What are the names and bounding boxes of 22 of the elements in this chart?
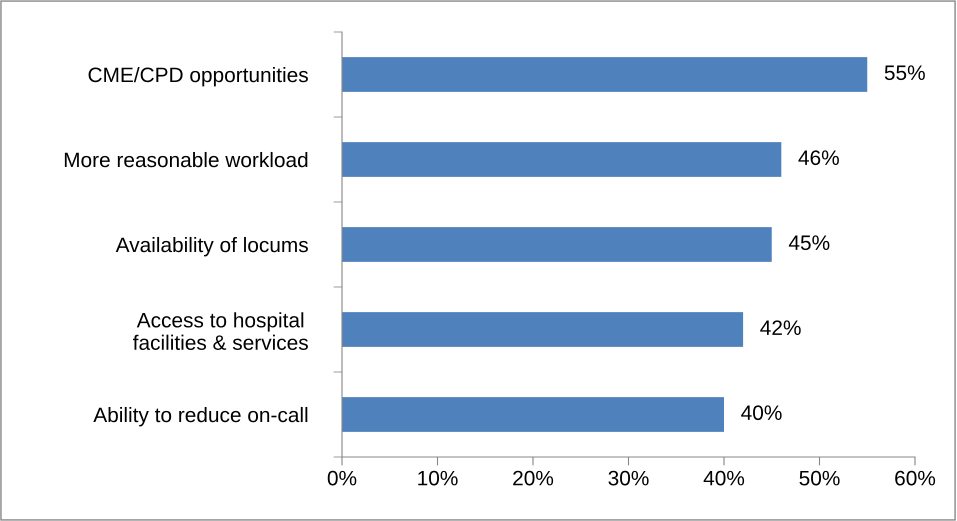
x-tick-label: 40%	[704, 470, 744, 486]
bar	[342, 57, 868, 92]
x-tick-label: 0%	[328, 470, 356, 486]
bar	[342, 312, 744, 347]
data-label: 42%	[760, 320, 801, 336]
x-tick-label: 30%	[608, 470, 649, 486]
bar	[342, 397, 724, 432]
bar	[342, 142, 782, 177]
data-label: 40%	[741, 405, 782, 420]
x-tick-label: 60%	[895, 470, 936, 486]
y-tick-label: Access to hospital facilities & services	[132, 312, 308, 350]
y-tick-label: CME/CPD opportunities	[88, 66, 308, 86]
y-tick-label: More reasonable workload	[64, 152, 308, 168]
x-tick-label: 50%	[799, 470, 840, 486]
y-tick-label: Availability of locums	[116, 236, 308, 256]
bar	[342, 227, 772, 262]
data-label: 45%	[788, 235, 830, 250]
x-tick-label: 10%	[418, 470, 458, 486]
x-tick-label: 20%	[513, 470, 554, 486]
data-label: 46%	[798, 150, 839, 166]
y-tick-label: Ability to reduce on-call	[93, 406, 308, 426]
data-label: 55%	[884, 65, 925, 80]
